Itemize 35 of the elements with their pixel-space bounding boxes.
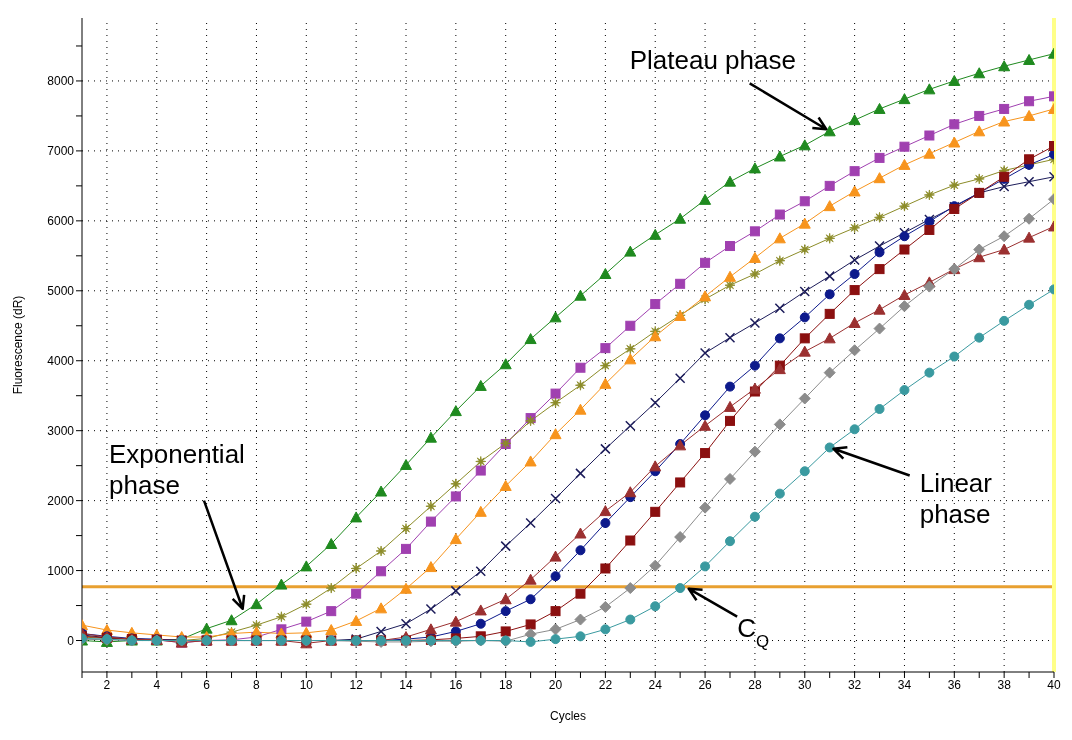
x-tick-label: 4 xyxy=(153,677,161,692)
y-tick-label: 6000 xyxy=(47,214,75,229)
x-tick-label: 6 xyxy=(203,677,211,692)
y-tick-label: 2000 xyxy=(47,493,75,508)
y-axis-title: Fluorescence (dR) xyxy=(11,295,26,395)
y-tick-label: 7000 xyxy=(47,144,75,159)
y-tick-label: 3000 xyxy=(47,423,75,438)
x-tick-label: 22 xyxy=(598,677,613,692)
x-tick-label: 12 xyxy=(349,677,364,692)
annotation: Exponential phase xyxy=(109,438,245,500)
x-tick-label: 10 xyxy=(299,677,314,692)
x-tick-label: 18 xyxy=(499,677,513,692)
x-tick-label: 8 xyxy=(253,677,261,692)
x-tick-label: 34 xyxy=(897,677,912,692)
x-tick-label: 24 xyxy=(648,677,663,692)
x-tick-label: 40 xyxy=(1047,677,1061,692)
x-tick-label: 30 xyxy=(798,677,812,692)
x-tick-label: 26 xyxy=(698,677,713,692)
annotation: Linear phase xyxy=(919,468,993,530)
x-tick-label: 16 xyxy=(449,677,463,692)
x-tick-label: 20 xyxy=(548,677,563,692)
x-tick-label: 14 xyxy=(399,677,413,692)
y-tick-label: 1000 xyxy=(47,563,75,578)
x-tick-label: 36 xyxy=(947,677,962,692)
annotation: Plateau phase xyxy=(629,45,796,76)
x-tick-label: 28 xyxy=(748,677,762,692)
y-tick-label: 5000 xyxy=(47,284,75,299)
x-tick-label: 38 xyxy=(997,677,1012,692)
x-tick-label: 2 xyxy=(103,677,111,692)
y-tick-label: 8000 xyxy=(47,74,75,89)
y-tick-label: 4000 xyxy=(47,354,75,368)
x-tick-label: 32 xyxy=(847,677,862,692)
annotation: C$_{Q}$ xyxy=(737,612,770,651)
x-axis-title: Cycles xyxy=(549,709,587,723)
y-tick-label: 0 xyxy=(67,633,75,648)
